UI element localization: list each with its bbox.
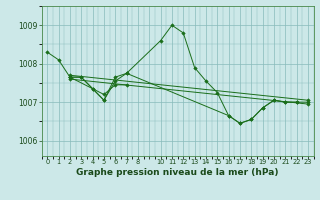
X-axis label: Graphe pression niveau de la mer (hPa): Graphe pression niveau de la mer (hPa)	[76, 168, 279, 177]
